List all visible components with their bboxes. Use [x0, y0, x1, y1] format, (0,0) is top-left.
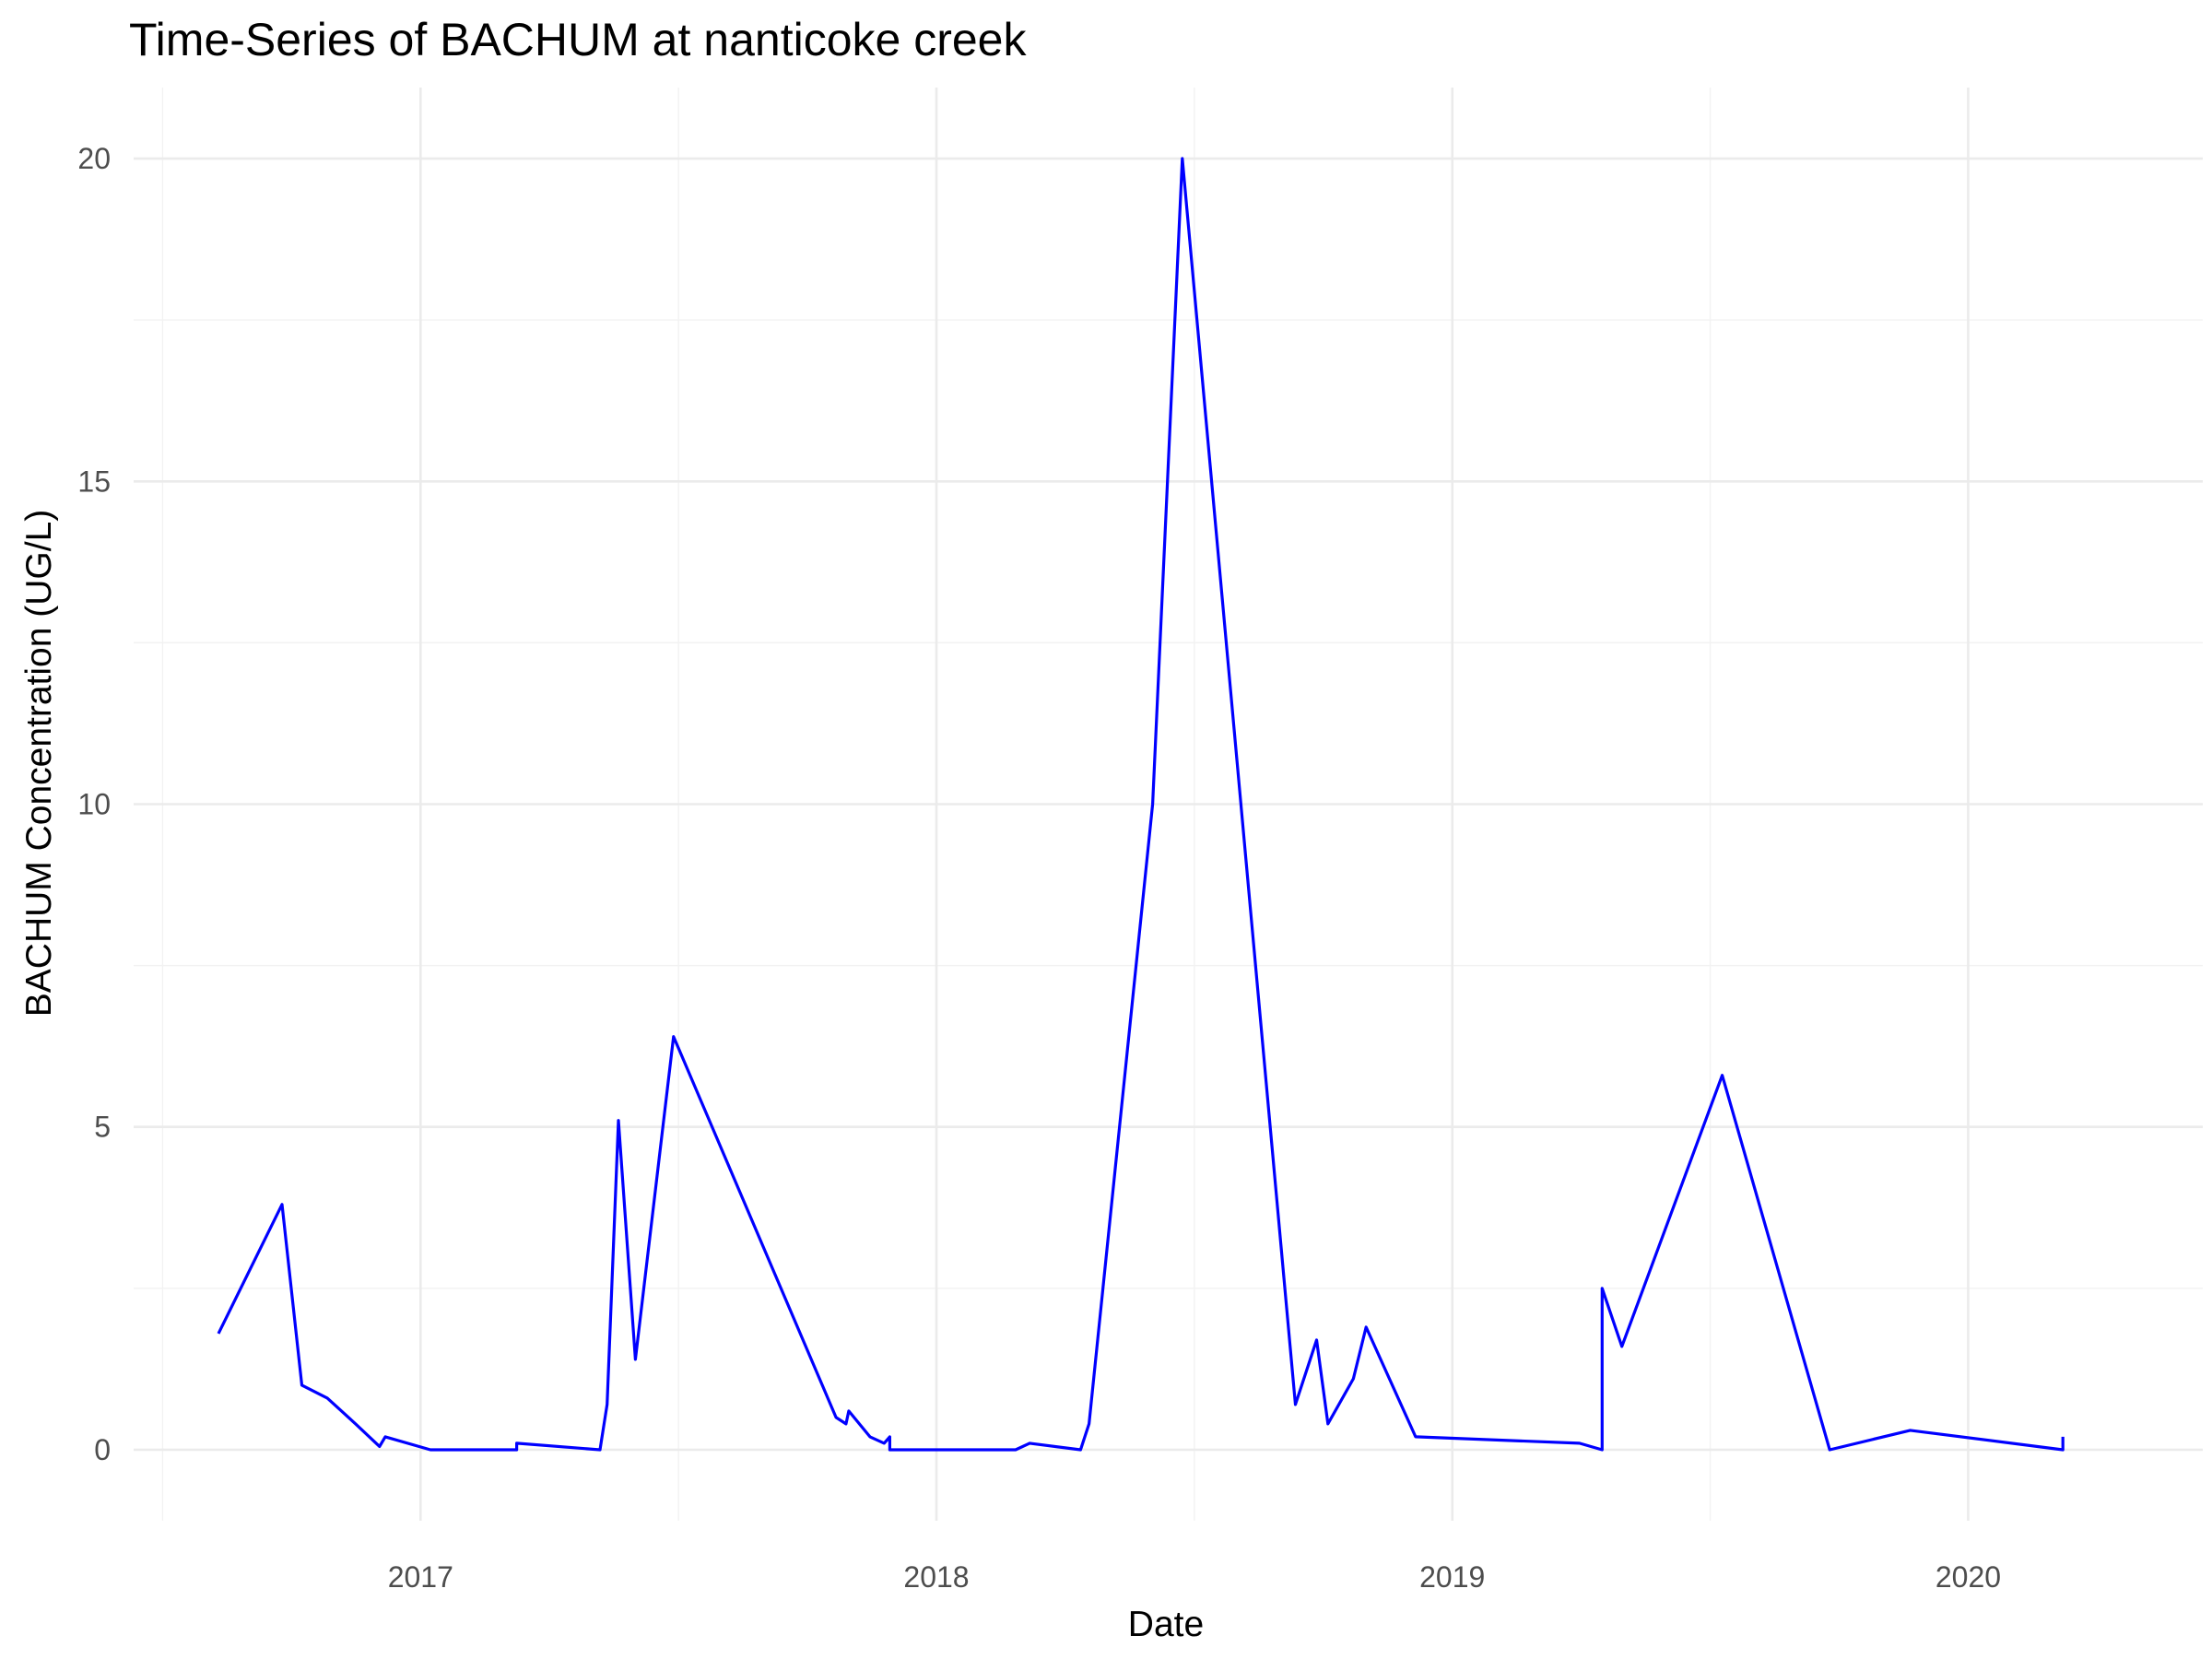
series-layer [217, 157, 2065, 1452]
y-tick-label: 20 [77, 142, 111, 175]
y-axis-title: BACHUM Concentration (UG/L) [19, 510, 59, 1018]
y-tick-label: 5 [94, 1111, 111, 1144]
x-tick-label: 2017 [388, 1560, 453, 1594]
x-tick-label: 2018 [903, 1560, 969, 1594]
major-gridlines [134, 88, 2203, 1521]
series-line [217, 157, 2065, 1452]
x-axis-title: Date [1128, 1605, 1204, 1644]
chart-title: Time-Series of BACHUM at nanticoke creek [129, 14, 1027, 65]
x-tick-label: 2019 [1419, 1560, 1485, 1594]
x-tick-labels: 2017 2018 2019 2020 [388, 1560, 2001, 1594]
y-tick-labels: 0 5 10 15 20 [77, 142, 111, 1466]
y-tick-label: 0 [94, 1433, 111, 1466]
y-tick-label: 10 [77, 788, 111, 821]
x-tick-label: 2020 [1936, 1560, 2001, 1594]
y-tick-label: 15 [77, 465, 111, 498]
